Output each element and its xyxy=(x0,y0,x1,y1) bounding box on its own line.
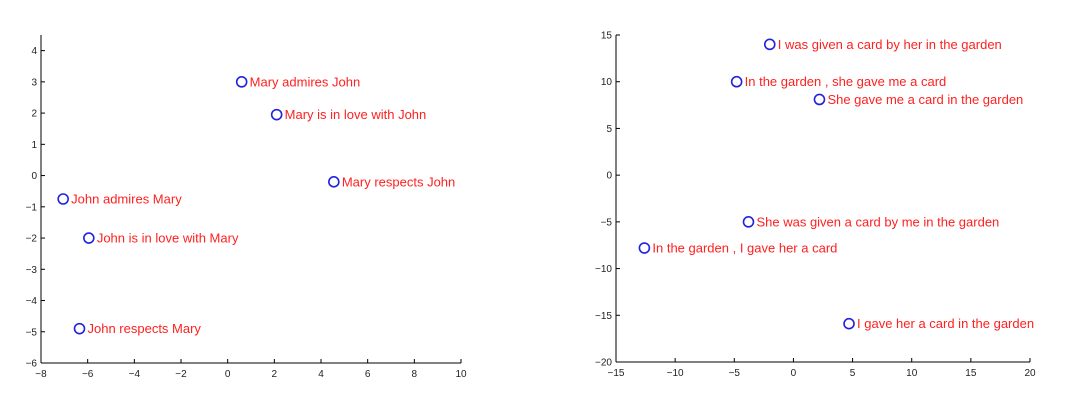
data-point-marker xyxy=(328,176,340,188)
y-tick-label: −20 xyxy=(595,358,612,369)
y-tick-label: 1 xyxy=(31,140,37,151)
x-tick-label: −15 xyxy=(608,368,625,379)
y-tick-label: 0 xyxy=(31,171,37,182)
y-tick-label: 15 xyxy=(601,31,613,42)
y-tick-label: 10 xyxy=(601,77,613,88)
data-point-marker xyxy=(270,108,283,121)
data-point-marker xyxy=(83,232,95,244)
x-tick-label: 20 xyxy=(1024,368,1036,379)
y-tick-label: −4 xyxy=(26,296,38,307)
data-point-label: I gave her a card in the garden xyxy=(857,316,1034,331)
x-tick-label: 2 xyxy=(272,369,278,380)
data-point-marker xyxy=(235,76,248,88)
x-tick-label: 6 xyxy=(365,369,371,380)
y-tick-label: −10 xyxy=(595,264,612,275)
x-tick-label: 10 xyxy=(455,369,467,380)
x-tick-label: 5 xyxy=(850,368,856,379)
data-point-label: Mary respects John xyxy=(342,174,455,189)
y-tick-label: −2 xyxy=(26,234,38,245)
data-point-label: John admires Mary xyxy=(71,192,182,207)
x-tick-label: −4 xyxy=(129,369,141,380)
x-tick-label: −6 xyxy=(82,369,94,380)
y-tick-label: −6 xyxy=(26,359,38,370)
x-tick-label: 0 xyxy=(225,369,231,380)
x-tick-label: 4 xyxy=(318,369,324,380)
x-tick-label: 15 xyxy=(965,368,977,379)
y-tick-label: −3 xyxy=(26,265,38,276)
y-tick-label: 0 xyxy=(606,171,612,182)
data-point-marker xyxy=(638,242,651,254)
y-tick-label: −5 xyxy=(26,327,38,338)
y-tick-label: 2 xyxy=(31,109,37,120)
data-point-marker xyxy=(813,93,826,106)
x-tick-label: 8 xyxy=(412,369,418,380)
data-point-label: John is in love with Mary xyxy=(97,231,239,246)
data-point-marker xyxy=(763,38,776,51)
data-point-marker xyxy=(57,193,69,205)
data-point-marker xyxy=(730,75,743,88)
data-point-label: She was given a card by me in the garden xyxy=(756,214,999,229)
x-tick-label: −5 xyxy=(729,368,741,379)
x-tick-label: 10 xyxy=(906,368,918,379)
data-point-label: John respects Mary xyxy=(88,321,202,336)
x-tick-label: −8 xyxy=(35,369,47,380)
x-tick-label: −10 xyxy=(667,368,684,379)
data-point-marker xyxy=(73,322,86,335)
y-tick-label: −15 xyxy=(595,311,612,322)
data-point-label: Mary is in love with John xyxy=(285,107,427,122)
data-point-label: In the garden , I gave her a card xyxy=(652,241,837,256)
data-point-label: I was given a card by her in the garden xyxy=(778,37,1002,52)
y-tick-label: 5 xyxy=(606,124,612,135)
data-point-label: In the garden , she gave me a card xyxy=(745,74,947,89)
y-tick-label: −5 xyxy=(601,217,613,228)
data-point-label: Mary admires John xyxy=(250,74,361,89)
data-point-label: She gave me a card in the garden xyxy=(827,92,1023,107)
x-tick-label: −2 xyxy=(175,369,187,380)
y-tick-label: −1 xyxy=(26,202,38,213)
x-tick-label: 0 xyxy=(791,368,797,379)
data-point-marker xyxy=(742,216,755,228)
data-point-marker xyxy=(843,317,855,330)
y-tick-label: 3 xyxy=(31,77,37,88)
y-tick-label: 4 xyxy=(31,46,37,57)
